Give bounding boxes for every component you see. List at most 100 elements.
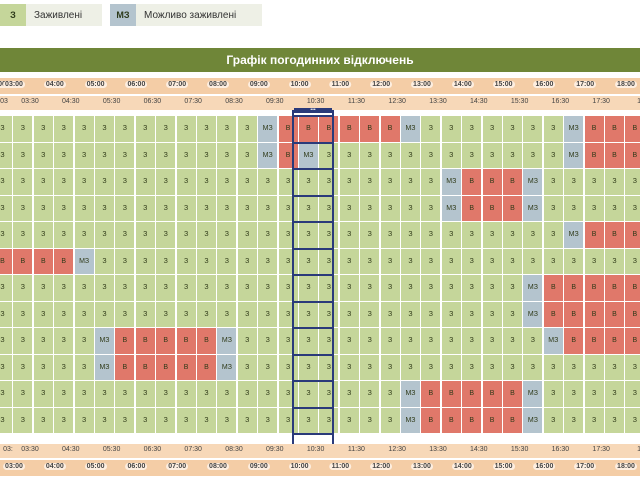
schedule-cell-z: З [339, 169, 360, 196]
halfhour-label-top: 11:30 [347, 98, 365, 105]
schedule-cell-z: З [482, 248, 503, 275]
schedule-cell-z: З [197, 195, 217, 222]
schedule-cell-z: З [523, 328, 544, 355]
schedule-cell-v: В [462, 381, 483, 408]
hour-label-bottom: 15:00 [492, 463, 515, 470]
schedule-cell-z: З [54, 301, 75, 328]
schedule-cell-z: З [421, 169, 442, 196]
schedule-title: Графік погодинних відключень [0, 48, 640, 72]
schedule-cell-v: В [13, 248, 34, 275]
schedule-cell-mz: МЗ [543, 328, 564, 355]
halfhour-label-top: 16:30 [551, 98, 570, 105]
schedule-cell-z: З [33, 275, 54, 302]
schedule-cell-v: В [543, 301, 564, 328]
schedule-cell-v: В [605, 275, 625, 302]
legend-item-maybe-powered: МЗ Можливо заживлені [110, 4, 262, 26]
schedule-cell-z: З [33, 222, 54, 249]
schedule-cell-v: В [421, 407, 442, 434]
schedule-cell-z: З [95, 407, 115, 434]
schedule-cell-z: З [462, 301, 483, 328]
hour-label-top: 12:00 [370, 81, 393, 88]
schedule-cell-z: З [503, 354, 523, 381]
schedule-cell-z: З [156, 407, 177, 434]
schedule-cell-z: З [258, 354, 279, 381]
schedule-cell-z: З [95, 222, 115, 249]
schedule-cell-z: З [401, 301, 421, 328]
schedule-cell-z: З [360, 407, 381, 434]
halfhour-label-bottom: 09:30 [266, 446, 284, 453]
schedule-cell-v: В [503, 407, 523, 434]
current-time-tick [294, 380, 332, 382]
schedule-cell-z: З [339, 275, 360, 302]
schedule-cell-z: З [339, 301, 360, 328]
schedule-cell-v: В [584, 275, 605, 302]
halfhour-label-bottom: 06:30 [143, 446, 162, 453]
schedule-cell-z: З [197, 301, 217, 328]
schedule-cell-z: З [584, 381, 605, 408]
schedule-cell-z: З [197, 116, 217, 143]
schedule-cell-z: З [115, 301, 136, 328]
schedule-cell-z: З [462, 248, 483, 275]
schedule-cell-z: З [54, 328, 75, 355]
schedule-cell-z: З [74, 275, 95, 302]
schedule-cell-z: З [156, 142, 177, 169]
legend-swatch-maybe-powered: МЗ [110, 4, 136, 26]
schedule-cell-z: З [441, 328, 462, 355]
schedule-cell-z: З [33, 354, 54, 381]
schedule-cell-z: З [564, 407, 585, 434]
schedule-cell-z: З [258, 328, 279, 355]
schedule-cell-z: З [258, 195, 279, 222]
schedule-cell-v: В [441, 407, 462, 434]
schedule-cell-v: В [462, 169, 483, 196]
hour-label-bottom: 03:00 [3, 463, 25, 470]
schedule-cell-z: З [217, 381, 238, 408]
halfhour-label-top: 08:30 [225, 98, 243, 105]
schedule-cell-z: З [33, 116, 54, 143]
schedule-cell-v: В [543, 275, 564, 302]
hour-header-top [0, 78, 640, 94]
schedule-cell-z: З [0, 328, 13, 355]
schedule-cell-mz: МЗ [523, 275, 544, 302]
schedule-cell-z: З [13, 301, 34, 328]
schedule-cell-z: З [482, 116, 503, 143]
schedule-cell-mz: МЗ [523, 381, 544, 408]
halfhour-label-top: 05:30 [102, 98, 121, 105]
schedule-cell-z: З [197, 222, 217, 249]
schedule-cell-v: В [135, 328, 156, 355]
schedule-cell-z: З [401, 142, 421, 169]
schedule-cell-z: З [95, 248, 115, 275]
schedule-cell-z: З [176, 116, 197, 143]
schedule-cell-z: З [605, 195, 625, 222]
schedule-cell-v: В [380, 116, 401, 143]
halfhour-label-bottom: 15:30 [510, 446, 529, 453]
schedule-cell-z: З [176, 222, 197, 249]
schedule-cell-z: З [625, 195, 640, 222]
schedule-cell-z: З [258, 275, 279, 302]
current-time-tick [294, 433, 332, 435]
schedule-cell-z: З [523, 116, 544, 143]
schedule-cell-z: З [605, 169, 625, 196]
schedule-cell-z: З [360, 195, 381, 222]
current-time-tick [294, 194, 332, 197]
schedule-cell-z: З [482, 142, 503, 169]
schedule-cell-v: В [156, 328, 177, 355]
schedule-cell-z: З [401, 354, 421, 381]
hour-label-top: 09:00 [247, 81, 270, 88]
schedule-cell-v: В [503, 169, 523, 196]
schedule-cell-z: З [360, 328, 381, 355]
current-time-tick [294, 406, 332, 409]
schedule-cell-z: З [176, 381, 197, 408]
schedule-cell-z: З [13, 142, 34, 169]
schedule-cell-z: З [115, 142, 136, 169]
hour-label-top: 15:00 [492, 81, 515, 88]
hour-label-bottom: 11:00 [329, 463, 352, 470]
schedule-cell-v: В [584, 142, 605, 169]
schedule-cell-z: З [503, 222, 523, 249]
schedule-cell-z: З [421, 116, 442, 143]
schedule-cell-v: В [339, 116, 360, 143]
hour-label-bottom: 07:00 [166, 463, 189, 470]
halfhour-label-bottom: 12:30 [388, 446, 406, 453]
schedule-cell-z: З [605, 407, 625, 434]
schedule-cell-z: З [380, 328, 401, 355]
schedule-cell-z: З [462, 222, 483, 249]
